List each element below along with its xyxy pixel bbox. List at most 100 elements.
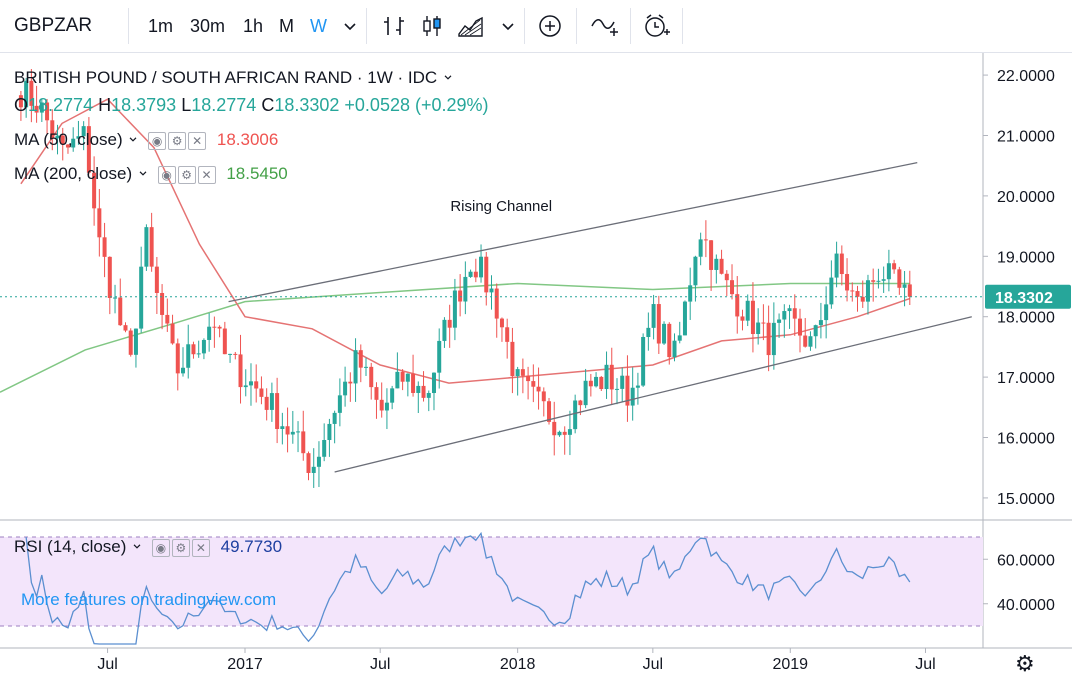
watermark-link[interactable]: More features on tradingview.com	[21, 590, 277, 609]
candle-body	[792, 308, 797, 319]
gear-icon[interactable]: ⚙	[168, 132, 187, 151]
candle-body	[248, 381, 253, 386]
candle-body	[609, 364, 614, 390]
gear-icon[interactable]: ⚙	[177, 166, 196, 185]
candle-body	[55, 135, 60, 139]
channel-annotation: Rising Channel	[450, 198, 552, 215]
candle-body	[191, 344, 196, 355]
candle-body	[824, 304, 829, 321]
x-tick-label: Jul	[915, 656, 935, 673]
candle-body	[677, 335, 682, 341]
candle-body	[301, 431, 306, 454]
candle-body	[86, 126, 91, 173]
candle-body	[337, 395, 342, 413]
candle-body	[766, 322, 771, 356]
candle-body	[625, 375, 630, 406]
indicator-controls: ◉ ⚙ ✕	[148, 131, 208, 151]
y-tick-label: 21.0000	[997, 128, 1055, 145]
eye-icon[interactable]: ◉	[157, 166, 176, 185]
toolbar-divider	[630, 8, 631, 44]
gear-icon[interactable]: ⚙	[171, 539, 190, 558]
candle-body	[614, 388, 619, 390]
candle-body	[871, 280, 876, 282]
interval-week-button[interactable]: W	[310, 16, 327, 36]
close-icon[interactable]: ✕	[188, 132, 207, 151]
candle-body	[583, 380, 588, 406]
candle-body	[50, 120, 55, 139]
symbol-title[interactable]: BRITISH POUND / SOUTH AFRICAN RAND · 1W …	[14, 68, 438, 87]
ma50-legend[interactable]: MA (50, close) ◉ ⚙ ✕ 18.3006	[14, 130, 278, 151]
candle-body	[400, 371, 405, 382]
candle-body	[845, 274, 850, 291]
interval-month-button[interactable]: M	[279, 16, 294, 36]
add-indicator-icon[interactable]	[536, 12, 564, 40]
candle-body	[416, 385, 421, 393]
close-icon[interactable]: ✕	[197, 166, 216, 185]
candle-body	[463, 276, 468, 302]
chevron-down-icon[interactable]	[131, 540, 143, 552]
chevron-down-icon[interactable]	[498, 16, 518, 36]
candle-body	[834, 253, 839, 278]
chevron-down-icon[interactable]	[442, 71, 454, 83]
candle-body	[275, 393, 280, 430]
candle-body	[139, 266, 144, 329]
candle-body	[750, 300, 755, 335]
compare-icon[interactable]	[590, 12, 618, 40]
chevron-down-icon[interactable]	[340, 16, 360, 36]
symbol-search-button[interactable]: GBPZAR	[14, 15, 93, 36]
gear-icon[interactable]: ⚙	[1015, 651, 1035, 676]
candle-body	[588, 380, 593, 387]
high-value: 18.3793	[111, 95, 177, 115]
candle-body	[238, 354, 243, 388]
ma50-label[interactable]: MA (50, close)	[14, 130, 123, 149]
candle-body	[855, 291, 860, 297]
channel-upper-line	[228, 162, 918, 303]
open-label: O	[14, 95, 29, 115]
rsi-legend[interactable]: RSI (14, close) ◉ ⚙ ✕ 49.7730	[14, 537, 282, 558]
candle-body	[353, 350, 358, 384]
candle-body	[839, 253, 844, 275]
ma200-legend[interactable]: MA (200, close) ◉ ⚙ ✕ 18.5450	[14, 164, 288, 185]
candle-body	[693, 256, 698, 286]
candle-body	[656, 304, 661, 344]
candle-body	[902, 284, 907, 288]
candle-body	[379, 399, 384, 411]
candles-icon[interactable]	[418, 12, 446, 40]
eye-icon[interactable]: ◉	[151, 539, 170, 558]
candle-body	[442, 319, 447, 341]
bar-style-icon[interactable]	[380, 12, 408, 40]
interval-30m-button[interactable]: 30m	[190, 16, 226, 36]
candle-body	[447, 319, 452, 328]
candle-body	[165, 314, 170, 324]
candle-body	[311, 466, 316, 473]
close-icon[interactable]: ✕	[191, 539, 210, 558]
candle-body	[740, 316, 745, 321]
candle-body	[201, 339, 206, 354]
area-icon[interactable]	[456, 12, 484, 40]
candle-body	[97, 208, 102, 238]
rsi-value: 49.7730	[220, 537, 283, 556]
y-tick-label: 20.0000	[997, 189, 1055, 206]
candle-body	[39, 102, 44, 113]
candle-body	[515, 369, 520, 377]
chevron-down-icon[interactable]	[137, 167, 149, 179]
candle-body	[92, 172, 97, 209]
ma200-label[interactable]: MA (200, close)	[14, 164, 133, 183]
candle-body	[761, 322, 766, 324]
alert-clock-icon[interactable]	[642, 12, 670, 40]
interval-1h-button[interactable]: 1h	[243, 16, 264, 36]
eye-icon[interactable]: ◉	[148, 132, 167, 151]
candle-body	[787, 308, 792, 312]
candle-body	[133, 328, 138, 355]
candle-body	[254, 381, 259, 389]
indicator-controls: ◉ ⚙ ✕	[157, 165, 218, 185]
candle-body	[892, 263, 897, 270]
rsi-label[interactable]: RSI (14, close)	[14, 537, 127, 556]
candle-body	[688, 285, 693, 302]
interval-1m-button[interactable]: 1m	[148, 16, 174, 36]
chevron-down-icon[interactable]	[127, 133, 139, 145]
candle-body	[745, 300, 750, 321]
candle-body	[290, 431, 295, 435]
candle-body	[526, 375, 531, 382]
